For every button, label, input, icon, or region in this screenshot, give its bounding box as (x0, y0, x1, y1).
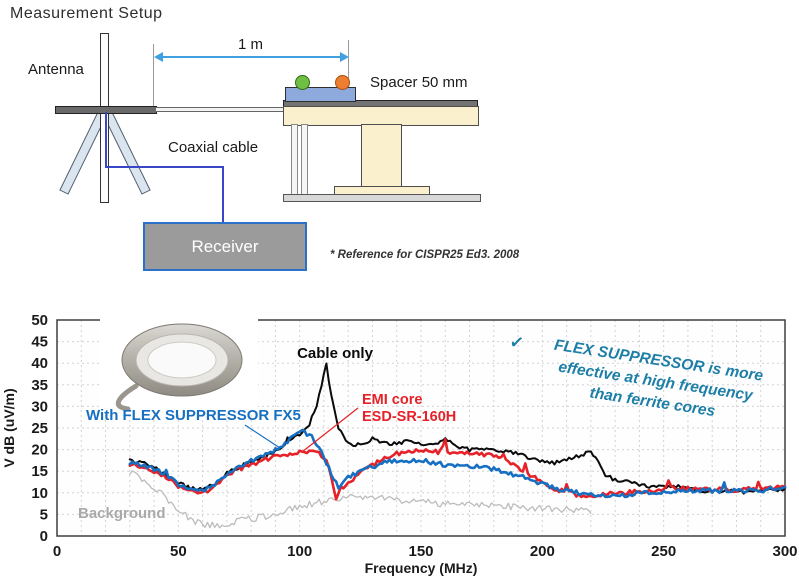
distance-arrowhead-left (154, 52, 163, 62)
tape-tail (115, 383, 139, 412)
measurement-setup-diagram: Measurement Setup Antenna 1 m Spacer 50 … (10, 5, 520, 271)
coax-cable-segment-1 (105, 112, 107, 168)
label-cable-only: Cable only (297, 345, 374, 362)
chart-series (128, 362, 787, 529)
cable-under-test (156, 107, 284, 112)
x-tick: 300 (772, 543, 797, 560)
setup-title: Measurement Setup (10, 5, 163, 22)
floor-plate (283, 194, 481, 202)
coax-cable-label: Coaxial cable (168, 139, 259, 156)
coax-cable-segment-3 (222, 166, 224, 222)
label-background: Background (78, 505, 166, 522)
series-with-flex-suppressor-fx5 (128, 428, 787, 499)
receiver-box: Receiver (143, 222, 307, 271)
y-tick: 45 (31, 334, 48, 351)
x-axis-title: Frequency (MHz) (365, 560, 478, 576)
antenna-mast (100, 33, 109, 203)
table-top (283, 106, 479, 126)
emission-chart: 0 50 100 150 200 250 300 0 5 10 15 20 25 30 35 40 45 50 C… (1, 312, 798, 576)
spacer-label: Spacer 50 mm (370, 74, 468, 91)
table-pedestal (361, 124, 402, 188)
table-post-2 (301, 124, 308, 195)
distance-tick-left (153, 44, 154, 106)
coax-cable-segment-2 (105, 166, 224, 168)
reference-note: * Reference for CISPR25 Ed3. 2008 (330, 249, 520, 261)
table-post-1 (291, 124, 298, 195)
antenna-label: Antenna (28, 61, 84, 78)
y-tick: 25 (31, 420, 48, 437)
distance-arrow (162, 56, 342, 58)
x-tick: 200 (530, 543, 555, 560)
y-tick: 20 (31, 442, 48, 459)
emi-core-pointer-line (301, 407, 359, 453)
distance-arrowhead-right (340, 52, 349, 62)
y-tick: 35 (31, 377, 48, 394)
y-tick: 30 (31, 398, 48, 415)
x-tick: 150 (408, 543, 433, 560)
y-tick: 15 (31, 463, 48, 480)
flex-suppressor-photo (100, 318, 258, 412)
y-tick: 0 (40, 528, 48, 545)
y-axis-title: V dB (uV/m) (1, 388, 17, 467)
label-emi-core-line2: ESD-SR-160H (362, 409, 456, 425)
check-icon: ✓ (508, 332, 525, 353)
spacer-block (285, 87, 356, 102)
flex-pointer-line (244, 424, 281, 449)
tape-roll-hole (147, 341, 217, 379)
x-tick: 50 (170, 543, 187, 560)
y-tick: 40 (31, 355, 48, 372)
receiver-label: Receiver (191, 236, 259, 256)
series-background (129, 470, 592, 529)
y-tick: 10 (31, 485, 48, 502)
x-tick: 250 (651, 543, 676, 560)
label-flex-suppressor: With FLEX SUPPRESSOR FX5 (86, 407, 301, 424)
x-tick: 100 (287, 543, 312, 560)
x-tick: 0 (53, 543, 61, 560)
connector-orange (335, 75, 350, 90)
distance-label: 1 m (238, 36, 264, 53)
y-tick: 50 (31, 312, 48, 329)
connector-green (295, 75, 310, 90)
distance-tick-right (348, 40, 349, 88)
label-emi-core-line1: EMI core (362, 392, 422, 408)
y-tick: 5 (40, 506, 48, 523)
